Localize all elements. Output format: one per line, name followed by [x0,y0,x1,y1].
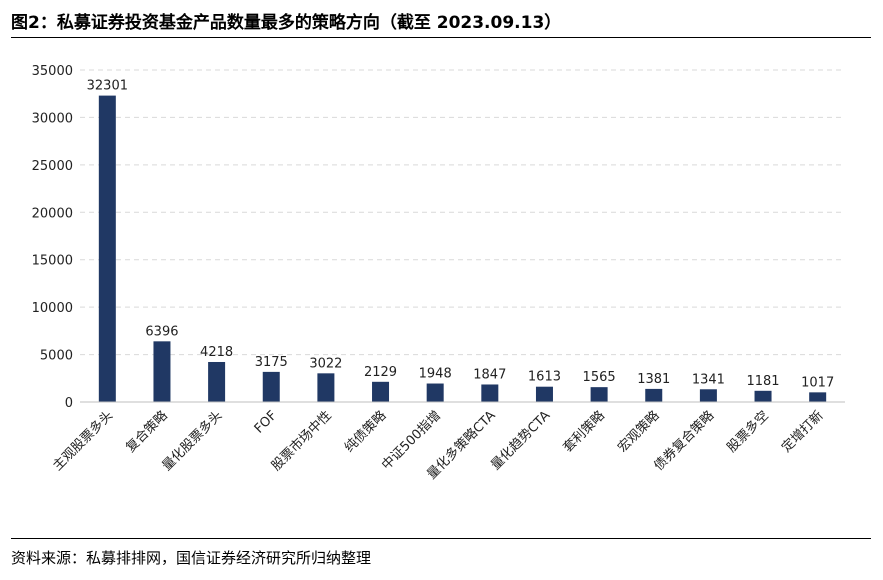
chart-title: 图2：私募证券投资基金产品数量最多的策略方向（截至 2023.09.13） [11,13,562,33]
data-label: 1181 [746,374,779,389]
y-tick-label: 30000 [32,111,73,126]
bar [372,381,390,402]
source-rule [11,538,871,539]
data-label: 6396 [145,324,178,339]
data-labels: 32301 6396 4218 3175 3022 2129 1948 1847 1613 156… [87,79,835,391]
bar [317,373,335,402]
y-axis-ticks: 0 5000 10000 15000 20000 25000 30000 35000 [32,64,73,411]
data-label: 2129 [364,365,397,380]
x-tick-label: 宏观策略 [614,408,662,456]
bar [481,384,499,402]
x-tick-label: 股票多空 [724,408,772,456]
data-label: 1341 [692,372,725,387]
data-label: 1613 [528,370,561,385]
bar [98,95,116,403]
data-label: 3175 [255,355,288,370]
data-label: 1565 [583,370,616,385]
source-note: 资料来源：私募排排网，国信证券经济研究所归纳整理 [11,549,372,567]
y-tick-label: 25000 [32,159,73,174]
x-tick-label: 量化趋势CTA [488,407,554,473]
bars [98,95,827,403]
bar [426,383,444,402]
data-label: 32301 [87,79,128,94]
y-tick-label: 0 [65,396,73,411]
bar [535,386,553,402]
y-tick-label: 15000 [32,254,73,269]
bar [153,341,171,402]
y-tick-label: 20000 [32,206,73,221]
bar [208,361,226,402]
x-tick-label: 主观股票多头 [50,408,116,474]
y-tick-label: 5000 [40,349,73,364]
data-label: 3022 [309,356,342,371]
bar [754,390,772,402]
x-tick-label: 套利策略 [560,408,608,456]
y-tick-label: 10000 [32,301,73,316]
bar [809,392,827,402]
x-tick-label: 定增打新 [778,408,826,456]
data-label: 1017 [801,375,834,390]
x-tick-label: 复合策略 [123,408,171,456]
bar-chart: 0 5000 10000 15000 20000 25000 30000 35000 3230… [32,64,845,482]
data-label: 1948 [419,367,452,382]
x-tick-label: FOF [252,408,280,436]
bar [699,389,717,402]
bar [590,387,608,402]
data-label: 1847 [473,367,506,382]
data-label: 1381 [637,372,670,387]
gridlines [80,69,845,356]
x-tick-label: 纯债策略 [341,408,389,456]
title-rule [11,37,871,38]
data-label: 4218 [200,345,233,360]
bar [262,371,280,402]
y-tick-label: 35000 [32,64,73,79]
bar [645,388,663,402]
